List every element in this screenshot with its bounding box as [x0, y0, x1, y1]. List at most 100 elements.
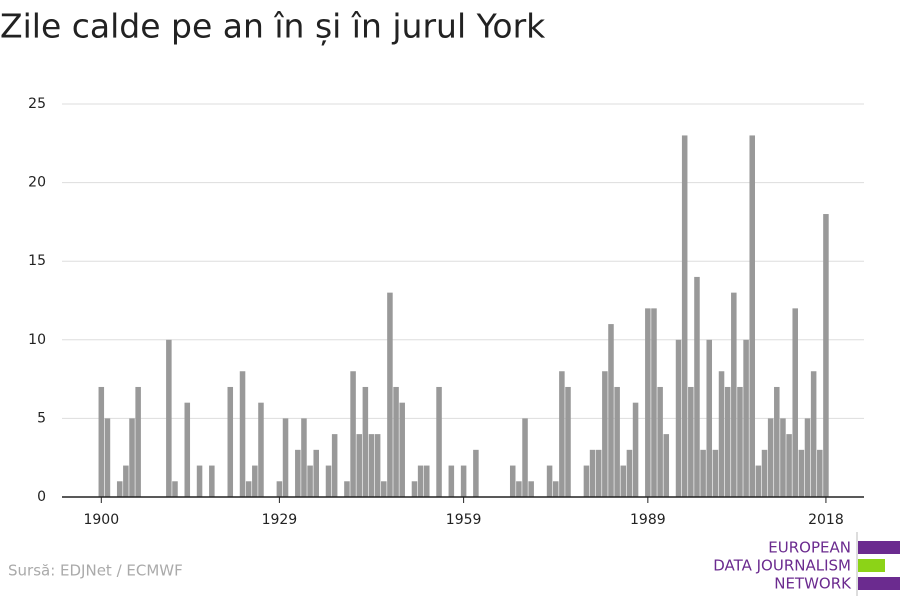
- bar: [166, 339, 172, 497]
- bar: [387, 292, 393, 497]
- x-tick-label: 1900: [83, 512, 119, 528]
- bar: [731, 292, 737, 497]
- bar: [209, 465, 215, 497]
- bar: [276, 481, 283, 497]
- bar: [583, 465, 590, 497]
- bar: [651, 308, 657, 497]
- bar: [356, 434, 362, 497]
- bar: [681, 135, 688, 497]
- bar: [460, 465, 467, 497]
- bar: [700, 449, 706, 497]
- bar: [509, 465, 516, 497]
- y-tick-label: 5: [37, 410, 46, 426]
- bar: [129, 418, 135, 497]
- bar: [381, 481, 387, 497]
- bar: [626, 449, 633, 497]
- bar: [116, 481, 123, 497]
- bar: [184, 402, 191, 497]
- bar: [602, 371, 608, 497]
- bar: [792, 308, 798, 497]
- bar: [694, 276, 700, 497]
- bar: [688, 386, 694, 497]
- bar: [565, 386, 571, 497]
- bar: [424, 465, 430, 497]
- bar: [135, 386, 141, 497]
- bar: [528, 481, 534, 497]
- bar: [313, 449, 319, 497]
- x-tick-label: 1959: [446, 512, 482, 528]
- bar: [448, 465, 455, 497]
- x-tick-label: 1929: [262, 512, 298, 528]
- bar: [632, 402, 639, 497]
- bar: [552, 481, 559, 497]
- bar: [301, 418, 307, 497]
- bar: [546, 465, 553, 497]
- bar: [761, 449, 768, 497]
- y-tick-label: 10: [28, 332, 46, 348]
- y-tick-label: 20: [28, 175, 46, 191]
- logo-text: DATA JOURNALISM: [713, 557, 851, 575]
- bar: [810, 371, 817, 497]
- y-tick-label: 0: [37, 489, 46, 505]
- bar: [399, 402, 405, 497]
- bar: [123, 465, 129, 497]
- bar: [755, 465, 762, 497]
- bar: [663, 434, 670, 497]
- bar: [411, 481, 418, 497]
- bar: [325, 465, 332, 497]
- bar: [436, 386, 442, 497]
- bar: [522, 418, 528, 497]
- bar: [331, 434, 338, 497]
- bar: [798, 449, 805, 497]
- bar: [743, 339, 749, 497]
- bar: [252, 465, 258, 497]
- bar: [614, 386, 620, 497]
- bar: [98, 386, 105, 497]
- logo-bar: [858, 577, 900, 590]
- bar: [620, 465, 627, 497]
- y-tick-label: 25: [28, 96, 46, 112]
- bar: [675, 339, 682, 497]
- bar: [737, 386, 743, 497]
- x-tick-label: 1989: [630, 512, 666, 528]
- bar: [804, 418, 811, 497]
- bar: [608, 324, 614, 497]
- bar: [786, 434, 792, 497]
- bar: [657, 386, 663, 497]
- bar: [258, 402, 264, 497]
- bar: [516, 481, 522, 497]
- logo-bar: [858, 559, 885, 572]
- bar: [295, 449, 301, 497]
- bar: [362, 386, 369, 497]
- bar: [344, 481, 350, 497]
- bar: [645, 308, 651, 497]
- chart-title: Zile calde pe an în și în jurul York: [0, 7, 546, 46]
- bar: [239, 371, 246, 497]
- bar: [595, 449, 602, 497]
- bar: [245, 481, 252, 497]
- y-tick-label: 15: [28, 253, 46, 269]
- logo-bar: [858, 541, 900, 554]
- bar: [774, 386, 780, 497]
- bar: [227, 386, 234, 497]
- bar: [172, 481, 178, 497]
- logo-text: NETWORK: [774, 575, 852, 593]
- bar: [724, 386, 731, 497]
- bar: [417, 465, 424, 497]
- bar: [368, 434, 375, 497]
- bar: [350, 371, 356, 497]
- bar: [559, 371, 565, 497]
- bar: [823, 214, 829, 498]
- bar: [817, 449, 823, 497]
- bar: [104, 418, 111, 497]
- bar: [712, 449, 719, 497]
- x-tick-label: 2018: [808, 512, 844, 528]
- bar: [589, 449, 596, 497]
- bar: [473, 449, 479, 497]
- bar: [307, 465, 313, 497]
- bar: [374, 434, 381, 497]
- bar: [196, 465, 203, 497]
- source: Sursă: EDJNet / ECMWF: [8, 562, 183, 580]
- bar: [393, 386, 399, 497]
